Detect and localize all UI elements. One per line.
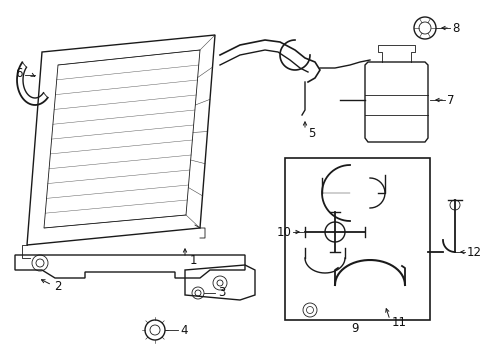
Bar — [285, 158, 430, 320]
Text: 10: 10 — [277, 225, 292, 239]
Text: 3: 3 — [218, 287, 225, 300]
Text: 7: 7 — [447, 94, 455, 107]
Text: 6: 6 — [15, 67, 23, 80]
Text: 9: 9 — [351, 321, 359, 334]
Text: 1: 1 — [190, 253, 197, 266]
Text: 12: 12 — [467, 246, 482, 258]
Text: 4: 4 — [180, 324, 188, 337]
Text: 5: 5 — [308, 126, 316, 140]
Text: 2: 2 — [54, 280, 62, 293]
Text: 11: 11 — [392, 315, 407, 328]
Text: 8: 8 — [452, 22, 459, 35]
